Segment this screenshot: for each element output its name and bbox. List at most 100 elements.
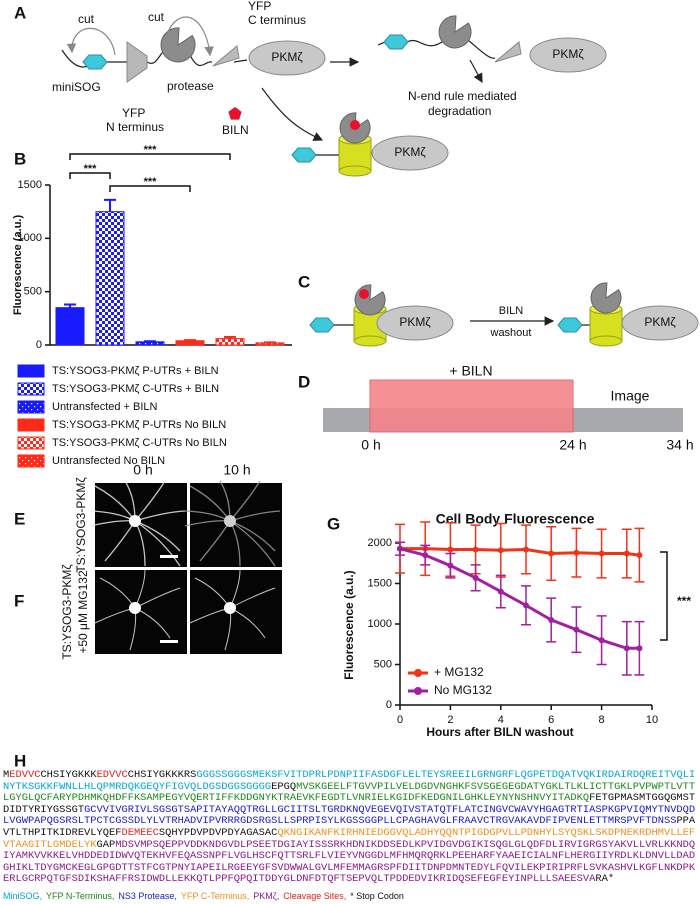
label: BILN (222, 123, 249, 137)
legend-swatch (17, 436, 45, 450)
legend-label: TS:YSOG3-PKMζ P-UTRs No BILN (52, 419, 226, 431)
point (636, 552, 643, 559)
cut-arrow (66, 27, 116, 56)
soma (224, 515, 236, 527)
yfp-n-shape (126, 41, 148, 83)
sequence-segment: PPAVTLTHPITKIDREVLYQEF (3, 815, 696, 839)
point (397, 545, 403, 552)
x-tick-label: 0 (397, 714, 403, 726)
bar (215, 338, 245, 346)
panel-label: H (14, 751, 26, 770)
bar (175, 340, 205, 346)
time-label: 34 h (666, 437, 693, 453)
point (447, 546, 454, 553)
label: C terminus (248, 13, 306, 27)
label: washout (490, 327, 532, 339)
sequence-segment: M (3, 769, 10, 781)
column-label: 0 h (133, 462, 152, 478)
point (598, 637, 605, 644)
sequence-segment: MVSKGEELFTGVVPILVELDGDVNGHKFSVSGEGEGDATY… (3, 780, 696, 805)
legend-swatch (17, 364, 45, 378)
panel-label: A (14, 3, 26, 22)
y-axis-label: Fluorescence (a.u.) (342, 570, 356, 679)
protease-shape (438, 15, 472, 49)
treatment-window (369, 379, 574, 433)
legend-marker (414, 687, 422, 695)
point (472, 574, 479, 581)
label: PKMζ (644, 315, 676, 329)
x-tick-label: 6 (548, 714, 554, 726)
point (573, 549, 580, 556)
significance-label: *** (144, 144, 158, 156)
y-tick-label: 0 (386, 699, 392, 711)
label: YFP (248, 0, 271, 13)
y-tick-label: 1500 (18, 179, 42, 191)
sequence-segment: SQHYPDVPDVPDYAGASAC (158, 826, 278, 839)
error-bar (184, 339, 196, 342)
label: + BILN (449, 363, 492, 379)
biln-shape (350, 120, 360, 130)
label: Image (611, 388, 650, 404)
point (548, 550, 555, 557)
sequence-segment: CHSIYGKKKRS (127, 769, 197, 781)
cylinder-bottom (338, 165, 372, 177)
legend-swatch (17, 454, 45, 468)
x-axis-label: Hours after BILN washout (426, 725, 573, 739)
yfp-c-shape (212, 45, 240, 67)
y-tick-label: 1000 (18, 232, 42, 244)
scale-bar (160, 640, 178, 643)
legend-label: TS:YSOG3-PKMζ C-UTRs No BILN (52, 437, 227, 449)
legend-marker (414, 669, 422, 677)
panel-label: B (14, 149, 26, 168)
error-bar (224, 336, 236, 339)
sequence-segment: EPGQ (271, 780, 297, 793)
sequence-segment: DEMEEC (121, 826, 159, 839)
error-bar (144, 340, 156, 343)
soma (129, 602, 141, 614)
significance-bracket (109, 185, 191, 192)
bar (95, 211, 125, 346)
yfp-c-shape (494, 41, 522, 63)
sequence-segment: CHSIYGKKK (40, 769, 97, 781)
point (523, 546, 529, 553)
soma (129, 515, 141, 527)
sequence-segment: EDVVC (9, 769, 41, 781)
point (422, 552, 429, 559)
pkmz-shape (371, 135, 449, 171)
arrow (469, 59, 483, 84)
label: YFP (122, 106, 145, 120)
label: N terminus (106, 120, 164, 134)
scale-bar (160, 555, 178, 558)
dendrite (229, 520, 276, 567)
label: PKMζ (271, 50, 303, 64)
biln-shape (228, 107, 242, 120)
pkmz-shape (248, 40, 326, 76)
sequence-segment: MDSVMPSQEPPVDDKNDGVDLPSEETDGIAYISSSRKHDN… (3, 838, 696, 886)
point (548, 616, 555, 623)
y-tick-label: 2000 (368, 537, 392, 549)
legend-item: MiniSOG, (3, 891, 43, 901)
significance-label: *** (144, 176, 158, 188)
dendrite (134, 520, 181, 567)
sequence-segment: FETGPMASMTGGQGMSTDIDTYRIYGSSGT (3, 792, 696, 816)
point (523, 602, 529, 609)
linker (61, 49, 248, 68)
row-label: TS:YSOG3-PKMζ (74, 477, 88, 573)
cylinder-bottom (353, 335, 387, 347)
sequence-legend: MiniSOG, YFP N-Terminus, NS3 Protease, YFP … (3, 891, 408, 901)
legend-item: NS3 Protease, (118, 891, 177, 901)
label: degradation (428, 104, 491, 118)
legend-label: + MG132 (434, 665, 484, 679)
bar (55, 307, 85, 346)
significance-bracket (69, 153, 231, 160)
point (573, 626, 580, 633)
cylinder-bottom (589, 335, 623, 347)
point (472, 546, 479, 553)
label: BILN (499, 305, 524, 317)
soma (224, 602, 236, 614)
point (636, 645, 643, 652)
row-label: +50 μM MG132 (76, 570, 90, 654)
time-label: 0 h (361, 437, 380, 453)
legend-item: Cleavage Sites, (283, 891, 347, 901)
